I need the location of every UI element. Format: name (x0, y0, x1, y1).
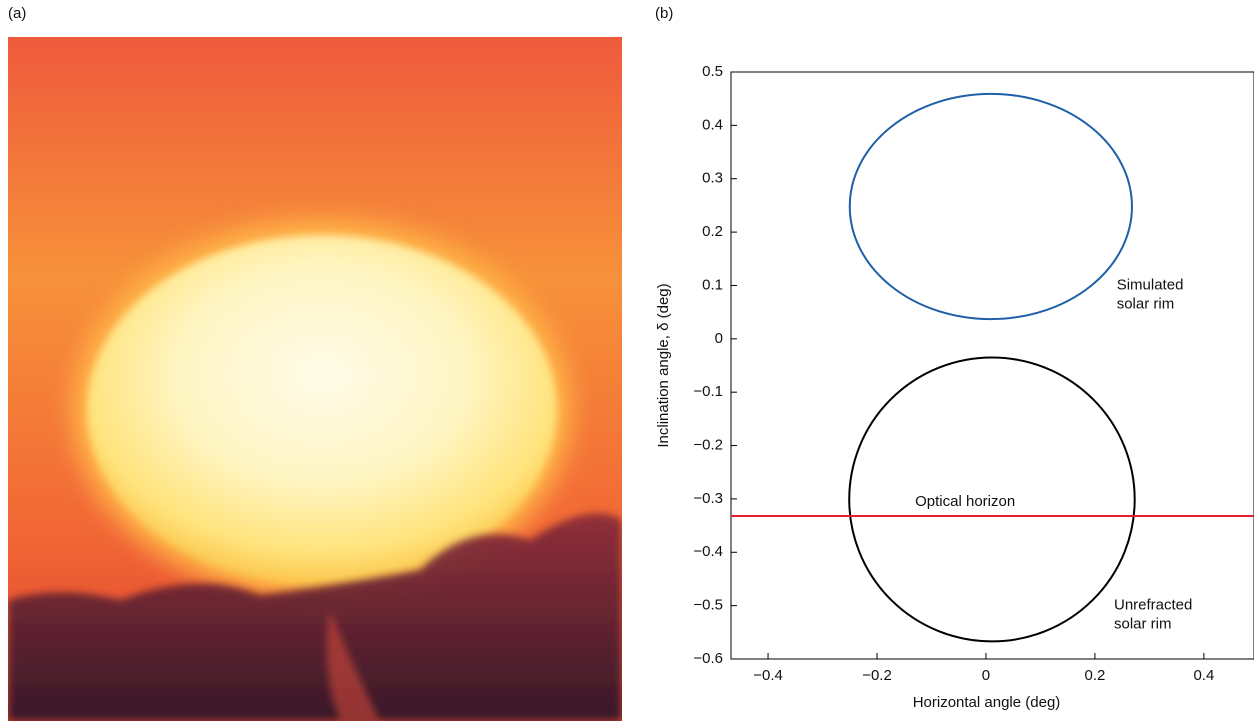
plot-frame (731, 72, 1254, 659)
figure: (a) (b) −0.4−0.200.20.4−0.6−0.5−0.4−0.3−… (0, 0, 1254, 721)
solar-rim (850, 94, 1132, 319)
panel-label: (b) (655, 5, 673, 22)
x-tick-label: 0.2 (1084, 667, 1105, 684)
rim-label: Unrefracted solar rim (1114, 597, 1197, 633)
page: {"panel_labels": ["(a)", "(b)"], "chart_… (0, 0, 1254, 721)
y-tick-label: −0.3 (693, 490, 723, 507)
rim-label: Simulated solar rim (1117, 276, 1188, 312)
x-axis-label: Horizontal angle (deg) (913, 694, 1061, 711)
horizon-label: Optical horizon (915, 493, 1015, 510)
plot: −0.4 −0.2 0 0.2 0.4 −0.6 −0.5 −0.4 −0.3 −0.2 −0.1 0… (655, 63, 1254, 711)
x-tick-label: −0.2 (862, 667, 892, 684)
y-tick-label: −0.2 (693, 437, 723, 454)
y-tick-label: 0.4 (702, 116, 723, 133)
y-tick-label: 0 (715, 330, 723, 347)
x-tick-label: 0.4 (1193, 667, 1214, 684)
y-tick-label: −0.6 (693, 650, 723, 667)
y-axis-label: Inclination angle, δ (deg) (655, 283, 672, 447)
x-tick-label: 0 (982, 667, 990, 684)
y-tick-label: 0.1 (702, 276, 723, 293)
panel-label: (a) (8, 5, 26, 22)
y-tick-label: −0.5 (693, 597, 723, 614)
y-tick-label: 0.5 (702, 63, 723, 80)
y-tick-label: −0.1 (693, 383, 723, 400)
y-tick-label: 0.3 (702, 170, 723, 187)
y-tick-label: −0.4 (693, 543, 723, 560)
sunset-photo (8, 37, 622, 721)
x-tick-label: −0.4 (753, 667, 783, 684)
y-tick-label: 0.2 (702, 223, 723, 240)
